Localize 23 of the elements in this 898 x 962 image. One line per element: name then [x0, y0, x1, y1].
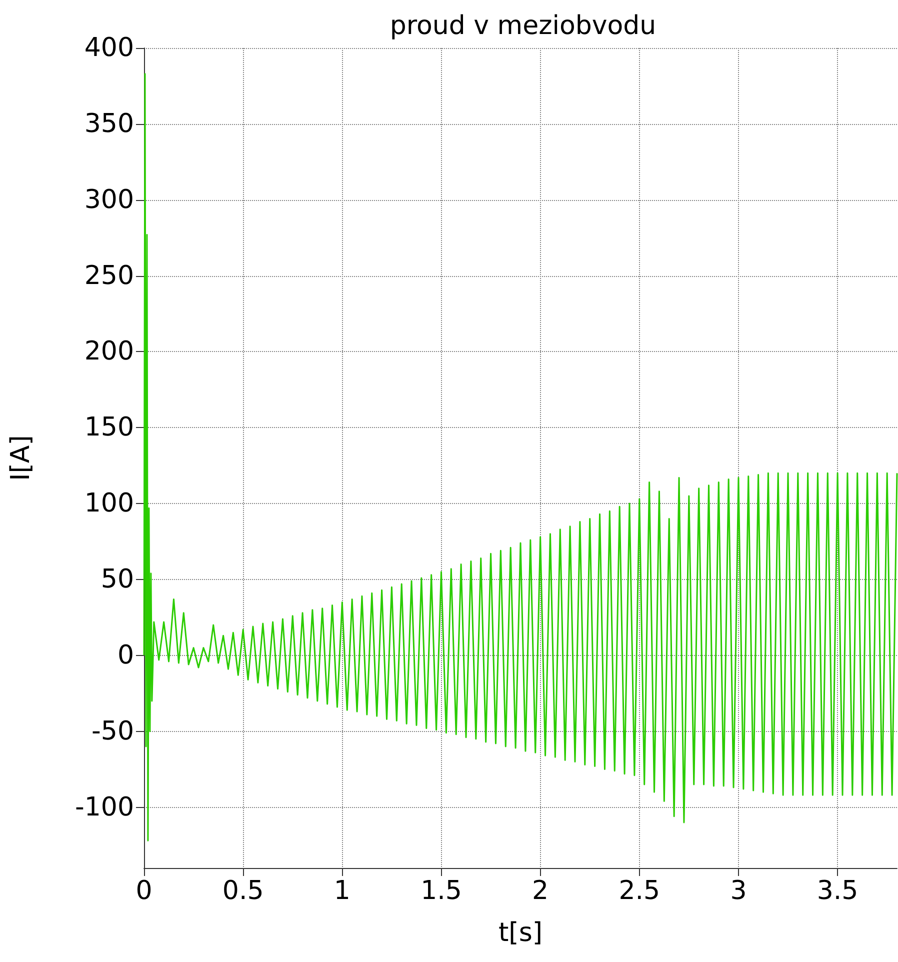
- y-tick-label: 250: [84, 260, 134, 291]
- y-tick-label: 50: [100, 564, 134, 594]
- y-tick-label: 0: [117, 640, 134, 670]
- y-axis-title: I[A]: [6, 435, 36, 481]
- x-tick-label: 2.5: [618, 876, 660, 906]
- y-tick-label: 200: [84, 336, 134, 367]
- y-tick-label: -50: [92, 716, 134, 746]
- chart-title: proud v meziobvodu: [390, 11, 656, 41]
- x-tick-label: 2: [532, 876, 549, 906]
- line-series: [143, 73, 898, 842]
- x-tick-label: 1: [334, 876, 350, 906]
- x-tick-label: 1.5: [420, 876, 462, 906]
- y-tick-label: 100: [84, 488, 134, 519]
- y-tick-label: 350: [84, 108, 134, 139]
- x-tick-label: 3.5: [816, 876, 858, 906]
- y-tick-label: 150: [84, 412, 134, 443]
- x-axis-title: t[s]: [498, 918, 543, 948]
- y-tick-label: -100: [74, 792, 134, 822]
- x-tick-label: 0: [136, 876, 152, 906]
- y-tick-label: 300: [84, 184, 134, 215]
- x-tick-label: 0.5: [222, 876, 264, 906]
- y-tick-label: 400: [84, 33, 134, 63]
- x-tick-label: 3: [730, 876, 747, 906]
